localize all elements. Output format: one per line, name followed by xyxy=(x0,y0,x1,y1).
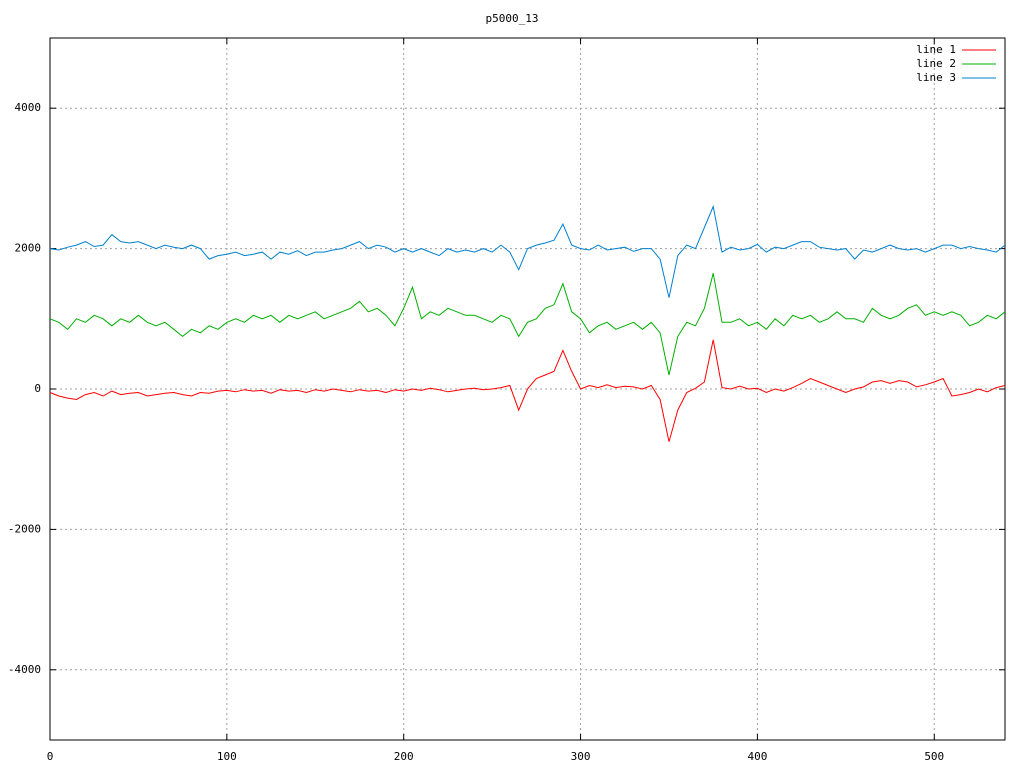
x-tick-label: 100 xyxy=(217,750,237,763)
legend-label: line 3 xyxy=(916,71,956,84)
x-tick-label: 500 xyxy=(924,750,944,763)
x-tick-label: 400 xyxy=(747,750,767,763)
chart-title: p5000_13 xyxy=(486,12,539,25)
x-tick-label: 200 xyxy=(394,750,414,763)
data-line xyxy=(49,339,1006,442)
data-line xyxy=(49,273,1006,376)
y-tick-label: 2000 xyxy=(15,242,42,255)
y-tick-label: -4000 xyxy=(8,663,41,676)
plot-frame xyxy=(49,37,1006,741)
y-tick-label: 4000 xyxy=(15,101,42,114)
x-tick-label: 0 xyxy=(47,750,54,763)
legend-label: line 2 xyxy=(916,57,956,70)
legend-label: line 1 xyxy=(916,43,956,56)
y-tick-label: 0 xyxy=(34,382,41,395)
x-tick-label: 300 xyxy=(571,750,591,763)
y-tick-label: -2000 xyxy=(8,522,41,535)
data-line xyxy=(49,204,1006,298)
